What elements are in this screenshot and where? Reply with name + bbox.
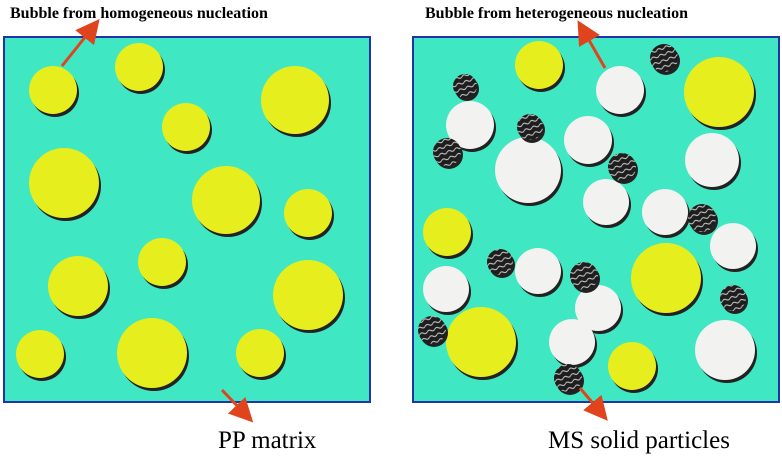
solid-particle <box>688 204 716 232</box>
homogeneous-bubble <box>29 66 77 114</box>
homogeneous-bubble <box>261 66 329 134</box>
homogeneous-bubble <box>446 307 516 377</box>
heterogeneous-bubble <box>642 189 688 235</box>
label: MS solid particles <box>548 427 730 454</box>
heterogeneous-bubble <box>596 66 644 114</box>
homogeneous-bubble <box>162 103 210 151</box>
solid-particle <box>554 364 582 392</box>
homogeneous-bubble <box>29 148 99 218</box>
solid-particle <box>720 285 746 311</box>
heterogeneous-bubble <box>695 320 755 380</box>
heterogeneous-bubble <box>685 133 739 187</box>
label: PP matrix <box>218 427 317 454</box>
solid-particle <box>650 44 678 72</box>
heterogeneous-bubble <box>564 116 612 164</box>
heterogeneous-bubble <box>575 285 621 331</box>
heterogeneous-bubble <box>423 266 469 312</box>
solid-particle <box>517 114 543 140</box>
label: Bubble from homogeneous nucleation <box>10 5 268 22</box>
homogeneous-bubble <box>273 260 343 330</box>
homogeneous-bubble <box>284 189 332 237</box>
homogeneous-bubble <box>138 238 186 286</box>
homogeneous-bubble <box>631 243 701 313</box>
homogeneous-bubble <box>423 208 471 256</box>
heterogeneous-bubble <box>495 137 561 203</box>
homogeneous-bubble <box>48 256 108 316</box>
solid-particle <box>418 316 446 344</box>
solid-particle <box>453 74 477 98</box>
solid-particle <box>608 153 636 181</box>
label: Bubble from heterogeneous nucleation <box>425 5 688 22</box>
homogeneous-bubble <box>16 330 64 378</box>
homogeneous-bubble <box>684 57 754 127</box>
bubbles <box>16 41 758 395</box>
heterogeneous-bubble <box>583 179 629 225</box>
arrow <box>577 20 607 69</box>
homogeneous-bubble <box>608 342 656 390</box>
heterogeneous-bubble <box>515 248 561 294</box>
homogeneous-bubble <box>192 166 260 234</box>
solid-particle <box>570 262 598 290</box>
solid-particle <box>433 138 461 166</box>
arrows <box>60 18 608 423</box>
homogeneous-bubble <box>115 43 163 91</box>
arrow <box>578 387 608 421</box>
heterogeneous-bubble <box>710 223 756 269</box>
heterogeneous-bubble <box>549 319 595 365</box>
homogeneous-bubble <box>515 41 563 89</box>
arrow <box>60 18 100 67</box>
homogeneous-bubble <box>117 318 187 388</box>
heterogeneous-bubble <box>446 101 494 149</box>
homogeneous-bubble <box>236 329 284 377</box>
solid-particle <box>487 249 513 275</box>
arrow <box>220 388 254 423</box>
